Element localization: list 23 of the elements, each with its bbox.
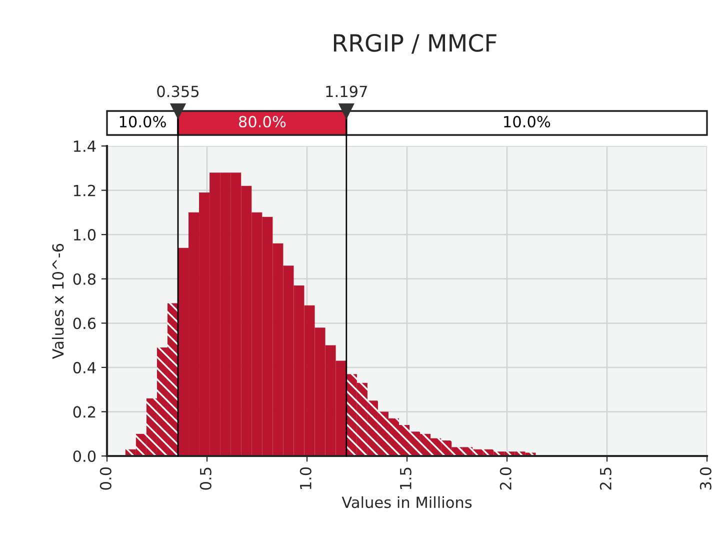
text: 80.0% [238,116,286,128]
y-tick-label: 0.0 [73,450,96,462]
x-tick-label: 2.0 [500,467,512,490]
ref-line-label: 1.197 [326,86,367,98]
chart-title: RRGIP / MMCF [334,34,496,54]
x-tick-label: 1.5 [400,468,412,490]
y-tick-label: 0.6 [73,318,96,330]
x-tick-label: 0.5 [200,468,212,490]
y-tick-label: 0.4 [73,362,96,374]
x-tick-label: 2.5 [600,468,612,490]
y-tick-label: 1.4 [74,140,96,152]
y-tick-label: 1.2 [74,184,96,196]
ref-line-label: 0.355 [157,86,199,98]
y-axis-title: Values x 10^-6 [52,244,64,359]
text: 10.0% [504,116,550,128]
x-tick-label: 3.0 [700,467,712,490]
y-tick-label: 0.8 [73,273,96,285]
x-tick-label: 0.0 [100,467,112,490]
x-tick-label: 1.0 [300,467,312,490]
text: 10.0% [120,116,166,128]
y-tick-label: 0.2 [73,406,96,418]
y-tick-label: 1.0 [74,229,96,241]
x-axis-title: Values in Millions [342,496,472,508]
